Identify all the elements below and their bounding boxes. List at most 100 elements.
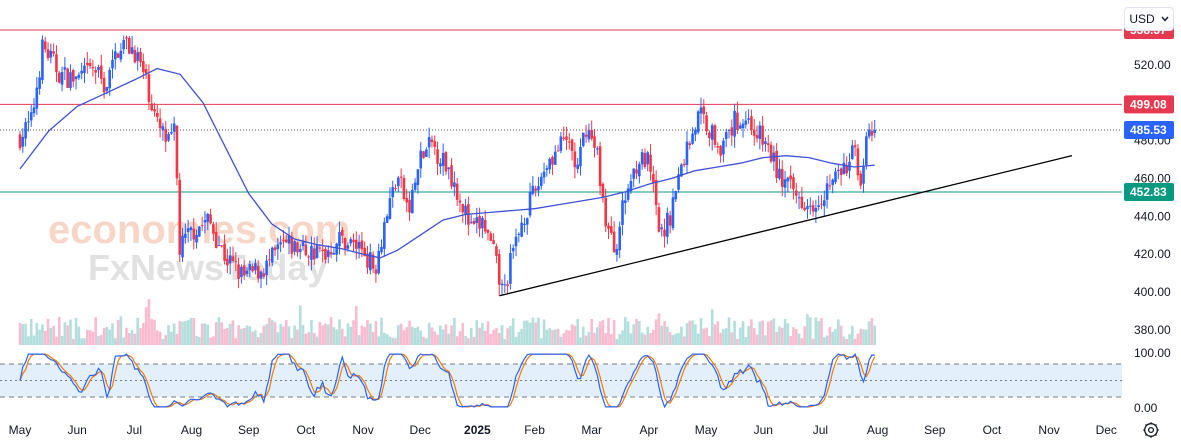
volume-bar	[825, 335, 829, 345]
candle-body	[747, 118, 750, 120]
volume-bar	[730, 332, 734, 345]
candle-body	[481, 217, 484, 229]
volume-bar	[214, 322, 218, 345]
candle-body	[203, 219, 207, 223]
volume-bar	[764, 335, 767, 345]
candle-body	[164, 128, 168, 142]
candle-body	[228, 255, 232, 264]
volume-bar	[624, 317, 627, 345]
candle-body	[119, 50, 123, 60]
volume-bar	[534, 322, 537, 345]
candle-body	[789, 175, 792, 180]
volume-bar	[618, 333, 622, 345]
candle-body	[514, 236, 518, 247]
volume-bar	[310, 319, 313, 345]
volume-bar	[122, 337, 125, 345]
candlesticks	[18, 35, 877, 296]
candle-body	[304, 244, 308, 256]
candle-body	[604, 197, 608, 227]
candle-body	[262, 273, 266, 277]
volume-bar	[565, 329, 568, 345]
candle-body	[450, 165, 453, 187]
candle-body	[738, 125, 742, 129]
candle-body	[195, 234, 198, 243]
candle-body	[150, 103, 154, 111]
candle-body	[680, 164, 683, 177]
candle-body	[254, 263, 257, 271]
volume-bar	[397, 325, 400, 345]
volume-bar	[831, 331, 834, 345]
oscillator-tick-label: 0.00	[1134, 401, 1158, 415]
candle-body	[122, 40, 125, 50]
candle-body	[766, 143, 770, 146]
candle-body	[170, 132, 173, 134]
candle-body	[727, 129, 731, 131]
currency-selector[interactable]: USD	[1124, 7, 1174, 31]
candle-body	[349, 239, 352, 244]
candle-body	[534, 188, 537, 191]
candle-body	[63, 67, 67, 70]
candle-body	[839, 168, 843, 176]
time-tick-label: 2025	[464, 423, 491, 437]
volume-bar	[360, 325, 364, 345]
candle-body	[310, 245, 313, 261]
volume-bar	[231, 320, 235, 345]
candle-body	[326, 250, 330, 257]
volume-bar	[584, 335, 588, 345]
candle-body	[332, 252, 336, 255]
candle-body	[820, 203, 823, 205]
volume-bar	[125, 327, 128, 345]
volume-bar	[85, 329, 89, 345]
candle-body	[192, 228, 196, 240]
candle-body	[217, 245, 221, 247]
volume-bar	[671, 335, 675, 345]
candle-body	[55, 54, 58, 73]
candle-body	[318, 247, 322, 249]
candle-body	[786, 177, 790, 182]
volume-bar	[559, 336, 563, 345]
candle-body	[713, 125, 717, 145]
candle-body	[125, 37, 128, 39]
volume-bar	[416, 326, 420, 345]
candle-body	[492, 240, 495, 244]
volume-bar	[113, 338, 117, 345]
candle-body	[612, 231, 616, 253]
candle-body	[657, 207, 661, 232]
volume-bar	[276, 332, 280, 345]
time-tick-label: Jun	[68, 423, 87, 437]
candle-body	[601, 183, 605, 198]
candle-body	[520, 222, 523, 237]
candle-body	[764, 141, 767, 145]
candle-body	[632, 168, 636, 179]
volume-bar	[136, 317, 140, 345]
volume-bar	[523, 320, 526, 345]
volume-bar	[778, 326, 781, 345]
candle-body	[834, 171, 837, 183]
candle-body	[97, 66, 100, 71]
volume-bar	[192, 317, 196, 345]
volume-bar	[747, 325, 750, 345]
volume-bar	[256, 336, 260, 345]
candle-body	[383, 222, 386, 249]
volume-bar	[654, 319, 658, 345]
volume-bar	[780, 327, 784, 345]
volume-bar	[649, 332, 652, 345]
gear-icon[interactable]	[1142, 421, 1160, 439]
volume-bar	[853, 338, 857, 345]
candle-body	[57, 72, 61, 83]
volume-bar	[635, 318, 638, 345]
volume-bar	[427, 322, 431, 345]
candle-body	[340, 230, 344, 236]
candle-body	[186, 228, 190, 233]
candle-body	[397, 177, 400, 187]
volume-bar	[133, 333, 137, 345]
volume-bar	[130, 329, 134, 345]
volume-bar	[315, 336, 319, 345]
price-tick-label: 520.00	[1134, 58, 1171, 72]
volume-bar	[262, 325, 266, 345]
candle-body	[60, 71, 64, 85]
candle-body	[425, 149, 428, 157]
volume-bar	[803, 326, 806, 345]
candle-body	[758, 125, 762, 139]
